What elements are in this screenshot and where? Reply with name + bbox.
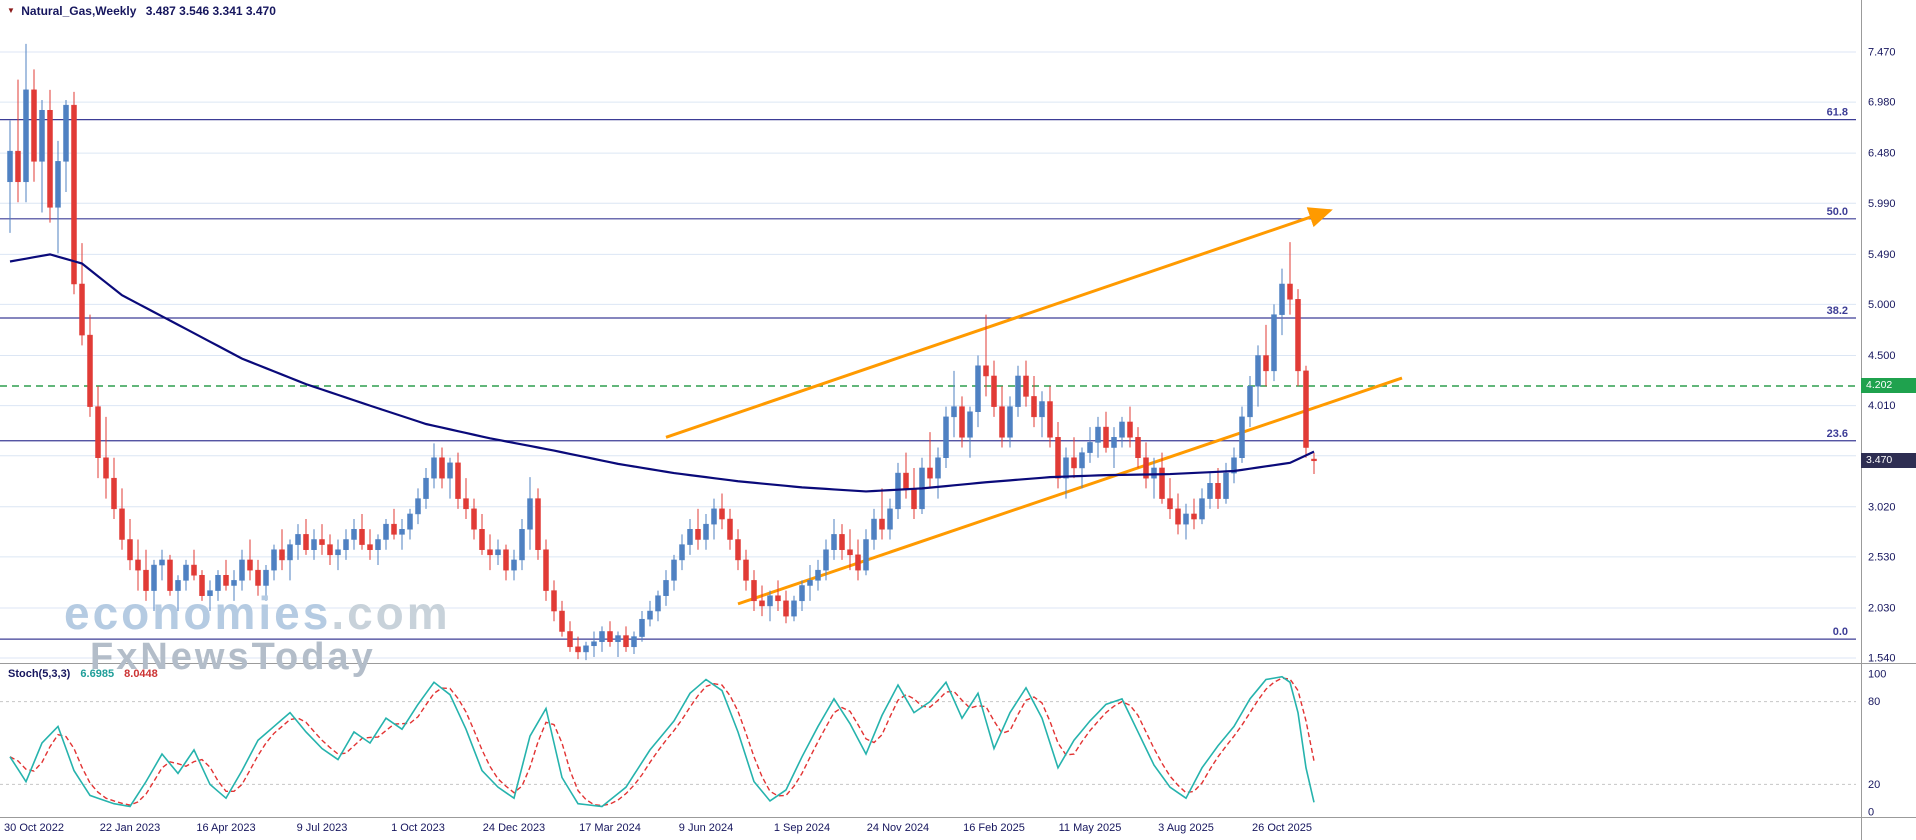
date-label: 9 Jul 2023 [297,822,348,834]
candlesticks [7,43,1317,661]
stoch-k-line [9,675,1315,808]
indicator-label: Stoch(5,3,3) 6.6985 8.0448 [8,668,158,680]
stoch-tick-label: 80 [1868,696,1880,708]
price-tick-label: 5.000 [1868,299,1896,311]
fib-label: 50.0 [1827,206,1848,218]
symbol-name: Natural_Gas,Weekly [21,4,137,18]
indicator-d-value: 8.0448 [124,668,158,680]
date-label: 16 Feb 2025 [963,822,1025,834]
date-label: 1 Oct 2023 [391,822,445,834]
date-label: 16 Apr 2023 [196,822,255,834]
price-tick-label: 5.490 [1868,249,1896,261]
stochastic-panel [0,675,1856,808]
fib-label: 23.6 [1827,428,1848,440]
date-label: 26 Oct 2025 [1252,822,1312,834]
stoch-tick-label: 100 [1868,669,1886,681]
price-tick-label: 7.470 [1868,47,1896,59]
price-tick-label: 2.530 [1868,551,1896,563]
date-label: 24 Nov 2024 [867,822,929,834]
symbol-dropdown-icon[interactable]: ▼ [7,6,15,15]
date-label: 17 Mar 2024 [579,822,641,834]
date-label: 11 May 2025 [1059,822,1122,834]
price-tick-label: 5.990 [1868,198,1896,210]
watermark: economies.com FxNewsToday [64,590,451,676]
price-tick-label: 4.500 [1868,350,1896,362]
price-axis[interactable]: 7.470 6.980 6.480 5.990 5.490 5.000 4.500 4.010… [1868,47,1896,665]
fib-label: 61.8 [1827,107,1848,119]
watermark-economies-text: economies [64,587,332,639]
price-tick-label: 2.030 [1868,602,1896,614]
indicator-name: Stoch(5,3,3) [8,668,71,680]
price-tick-label: 1.540 [1868,653,1896,665]
price-tick-label: 3.020 [1868,501,1896,513]
indicator-k-value: 6.6985 [80,668,115,680]
stoch-tick-label: 0 [1868,807,1874,819]
date-label: 22 Jan 2023 [100,822,161,834]
price-gridlines [0,51,1856,659]
watermark-fxnewstoday: FxNewsToday [90,636,376,678]
fib-label: 38.2 [1827,305,1848,317]
date-label: 3 Aug 2025 [1158,822,1214,834]
price-tick-label: 4.010 [1868,400,1896,412]
target-price-box: 4.202 [1861,378,1916,394]
price-tick-label: 6.480 [1868,148,1896,160]
fibonacci-retracement: 61.8 50.0 38.2 23.6 0.0 [0,107,1856,640]
date-label: 24 Dec 2023 [483,822,545,834]
symbol-title: ▼ Natural_Gas,Weekly 3.487 3.546 3.341 3… [7,4,276,18]
watermark-economies: economies.com [64,590,451,636]
current-price-box: 3.470 [1861,453,1916,469]
stoch-d-line [9,677,1315,807]
fib-label: 0.0 [1833,626,1848,638]
moving-average-line[interactable] [9,253,1315,493]
date-label: 30 Oct 2022 [4,822,64,834]
price-tick-label: 6.980 [1868,97,1896,109]
time-axis[interactable]: 30 Oct 2022 22 Jan 2023 16 Apr 2023 9 Jul 2… [4,822,1312,834]
watermark-domain-suffix: .com [331,587,451,639]
channel-lower-line[interactable] [737,376,1403,606]
stoch-axis[interactable]: 100 80 20 0 [1868,669,1886,819]
date-label: 1 Sep 2024 [774,822,830,834]
date-label: 9 Jun 2024 [679,822,733,834]
stoch-tick-label: 20 [1868,779,1880,791]
symbol-ohlc-values: 3.487 3.546 3.341 3.470 [145,4,276,18]
channel-upper-line[interactable] [665,207,1333,439]
